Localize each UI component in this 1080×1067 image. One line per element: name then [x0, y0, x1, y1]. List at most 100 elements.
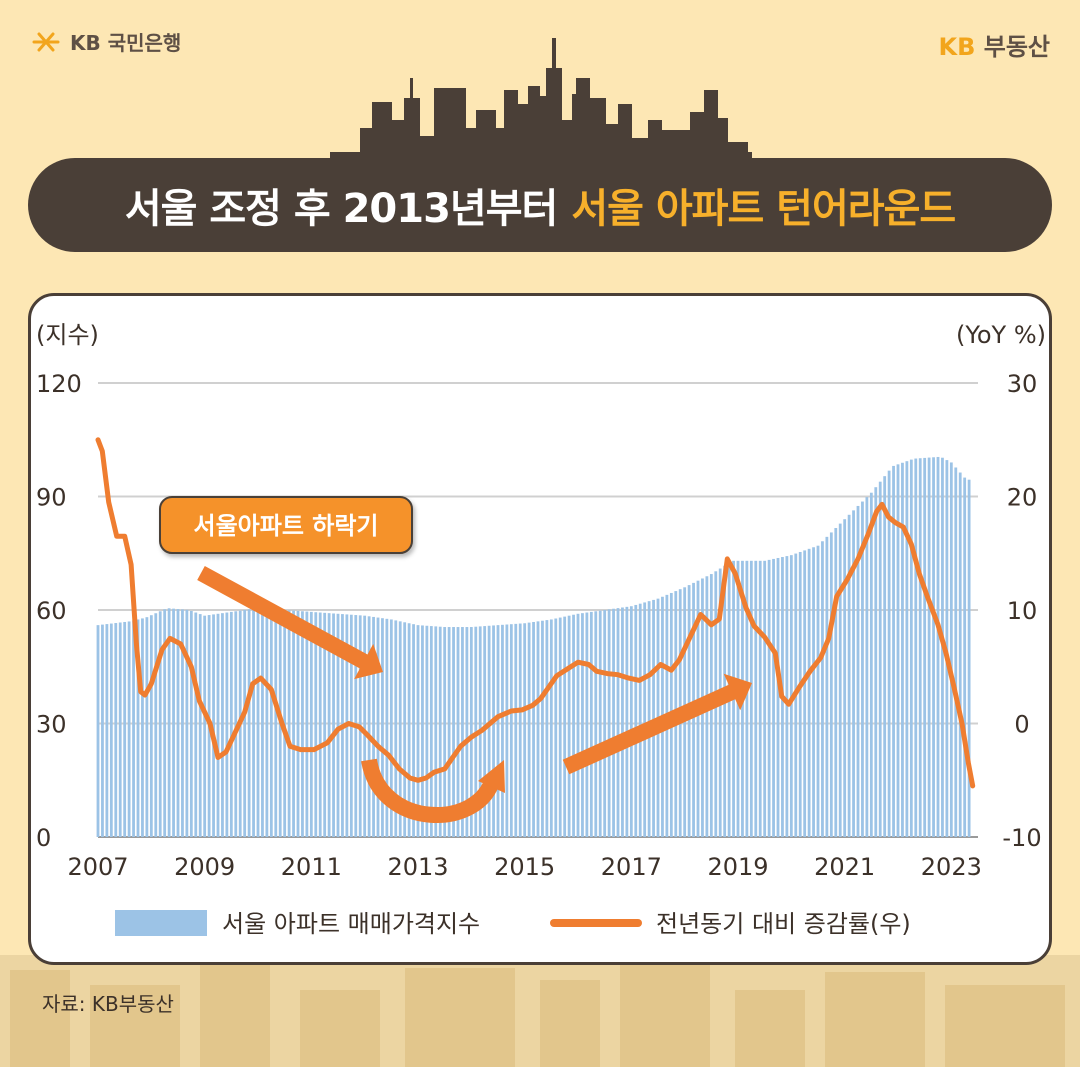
index-bar	[576, 613, 580, 837]
index-bar	[301, 611, 304, 837]
index-bar	[812, 547, 815, 837]
x-tick-label: 2009	[174, 853, 235, 881]
index-bar	[901, 462, 904, 837]
left-tick-label: 60	[36, 597, 67, 625]
index-bar	[754, 560, 758, 837]
yoy-line	[95, 437, 976, 789]
index-bar	[367, 616, 371, 837]
index-bar	[385, 618, 389, 837]
index-bar	[874, 487, 878, 837]
index-bar	[456, 627, 460, 837]
index-bar	[221, 613, 224, 837]
index-bar	[243, 610, 247, 837]
turnaround-arrow-body	[361, 758, 501, 823]
index-bar	[389, 619, 393, 837]
index-bar	[318, 612, 322, 837]
index-bar	[372, 616, 375, 837]
index-bar	[852, 510, 855, 837]
index-bar	[203, 615, 207, 837]
callout	[159, 496, 413, 554]
index-bar	[509, 624, 513, 837]
index-bar	[834, 528, 838, 837]
x-tick-label: 2007	[67, 853, 128, 881]
index-bar	[501, 624, 504, 837]
index-bar	[274, 609, 278, 837]
index-bar	[234, 611, 238, 837]
right-tick-label: -10	[1002, 824, 1041, 852]
index-bar	[536, 621, 540, 837]
index-bar	[581, 613, 584, 837]
index-bar	[909, 459, 913, 837]
index-bar	[549, 619, 553, 837]
index-bar	[132, 620, 135, 837]
index-bar	[505, 624, 509, 837]
index-bar	[572, 614, 575, 837]
index-bar	[856, 505, 860, 837]
index-bar	[869, 492, 873, 837]
index-bar	[145, 617, 149, 837]
index-bar	[123, 621, 127, 837]
index-bar	[252, 608, 255, 837]
index-bar	[892, 465, 895, 837]
index-bar	[567, 615, 571, 837]
x-tick-label: 2013	[387, 853, 448, 881]
bank-logo-text: KB 국민은행	[70, 31, 182, 55]
index-bar	[363, 615, 367, 837]
index-bar	[936, 456, 940, 837]
skyline-silhouette	[330, 38, 752, 160]
index-bar	[269, 609, 273, 837]
index-bar	[532, 621, 535, 837]
index-bar	[763, 560, 767, 837]
index-bar	[918, 458, 922, 837]
page-title: 서울 조정 후 2013년부터 서울 아파트 턴어라운드	[28, 158, 1052, 252]
index-bar	[105, 624, 109, 837]
title-part2: 서울 아파트 턴어라운드	[571, 186, 956, 232]
index-bar	[421, 625, 424, 837]
index-bar	[523, 623, 527, 837]
legend-bar-swatch	[115, 910, 207, 936]
index-bar	[212, 614, 215, 837]
index-bar	[758, 560, 762, 837]
index-bar	[287, 610, 291, 837]
index-bar	[452, 627, 455, 837]
index-bar	[283, 610, 287, 837]
index-bar	[496, 625, 500, 837]
index-bar	[776, 557, 780, 837]
index-bar	[314, 612, 318, 837]
index-bar	[647, 601, 651, 837]
index-bar	[807, 548, 811, 837]
index-bar	[465, 627, 469, 837]
right-axis-label: (YoY %)	[956, 321, 1046, 349]
x-tick-label: 2015	[494, 853, 555, 881]
x-tick-label: 2019	[707, 853, 768, 881]
index-bar	[96, 625, 100, 837]
index-bar	[265, 608, 269, 837]
index-bar	[443, 627, 447, 837]
index-bar	[887, 470, 891, 837]
index-bar	[381, 618, 384, 837]
index-bar	[923, 457, 927, 837]
left-tick-label: 30	[36, 711, 67, 739]
index-bar	[954, 467, 958, 837]
index-bar	[958, 472, 962, 837]
index-bar	[932, 457, 935, 837]
index-bar	[394, 620, 398, 837]
index-bar	[416, 625, 420, 837]
index-bar	[821, 541, 824, 837]
index-bar	[803, 550, 807, 837]
index-bar	[167, 608, 171, 837]
index-bar	[425, 625, 429, 837]
index-bar	[878, 481, 882, 837]
left-axis-label: (지수)	[36, 321, 99, 349]
index-bar	[914, 458, 918, 837]
index-bar	[883, 476, 887, 837]
index-bar	[229, 611, 233, 837]
index-bar	[585, 612, 589, 837]
down-trend-arrow	[197, 566, 383, 680]
legend-line-label: 전년동기 대비 증감률(우)	[656, 910, 911, 938]
index-bar	[896, 464, 900, 837]
index-bar	[541, 620, 544, 837]
index-bar	[483, 626, 487, 837]
index-bar	[963, 477, 967, 837]
